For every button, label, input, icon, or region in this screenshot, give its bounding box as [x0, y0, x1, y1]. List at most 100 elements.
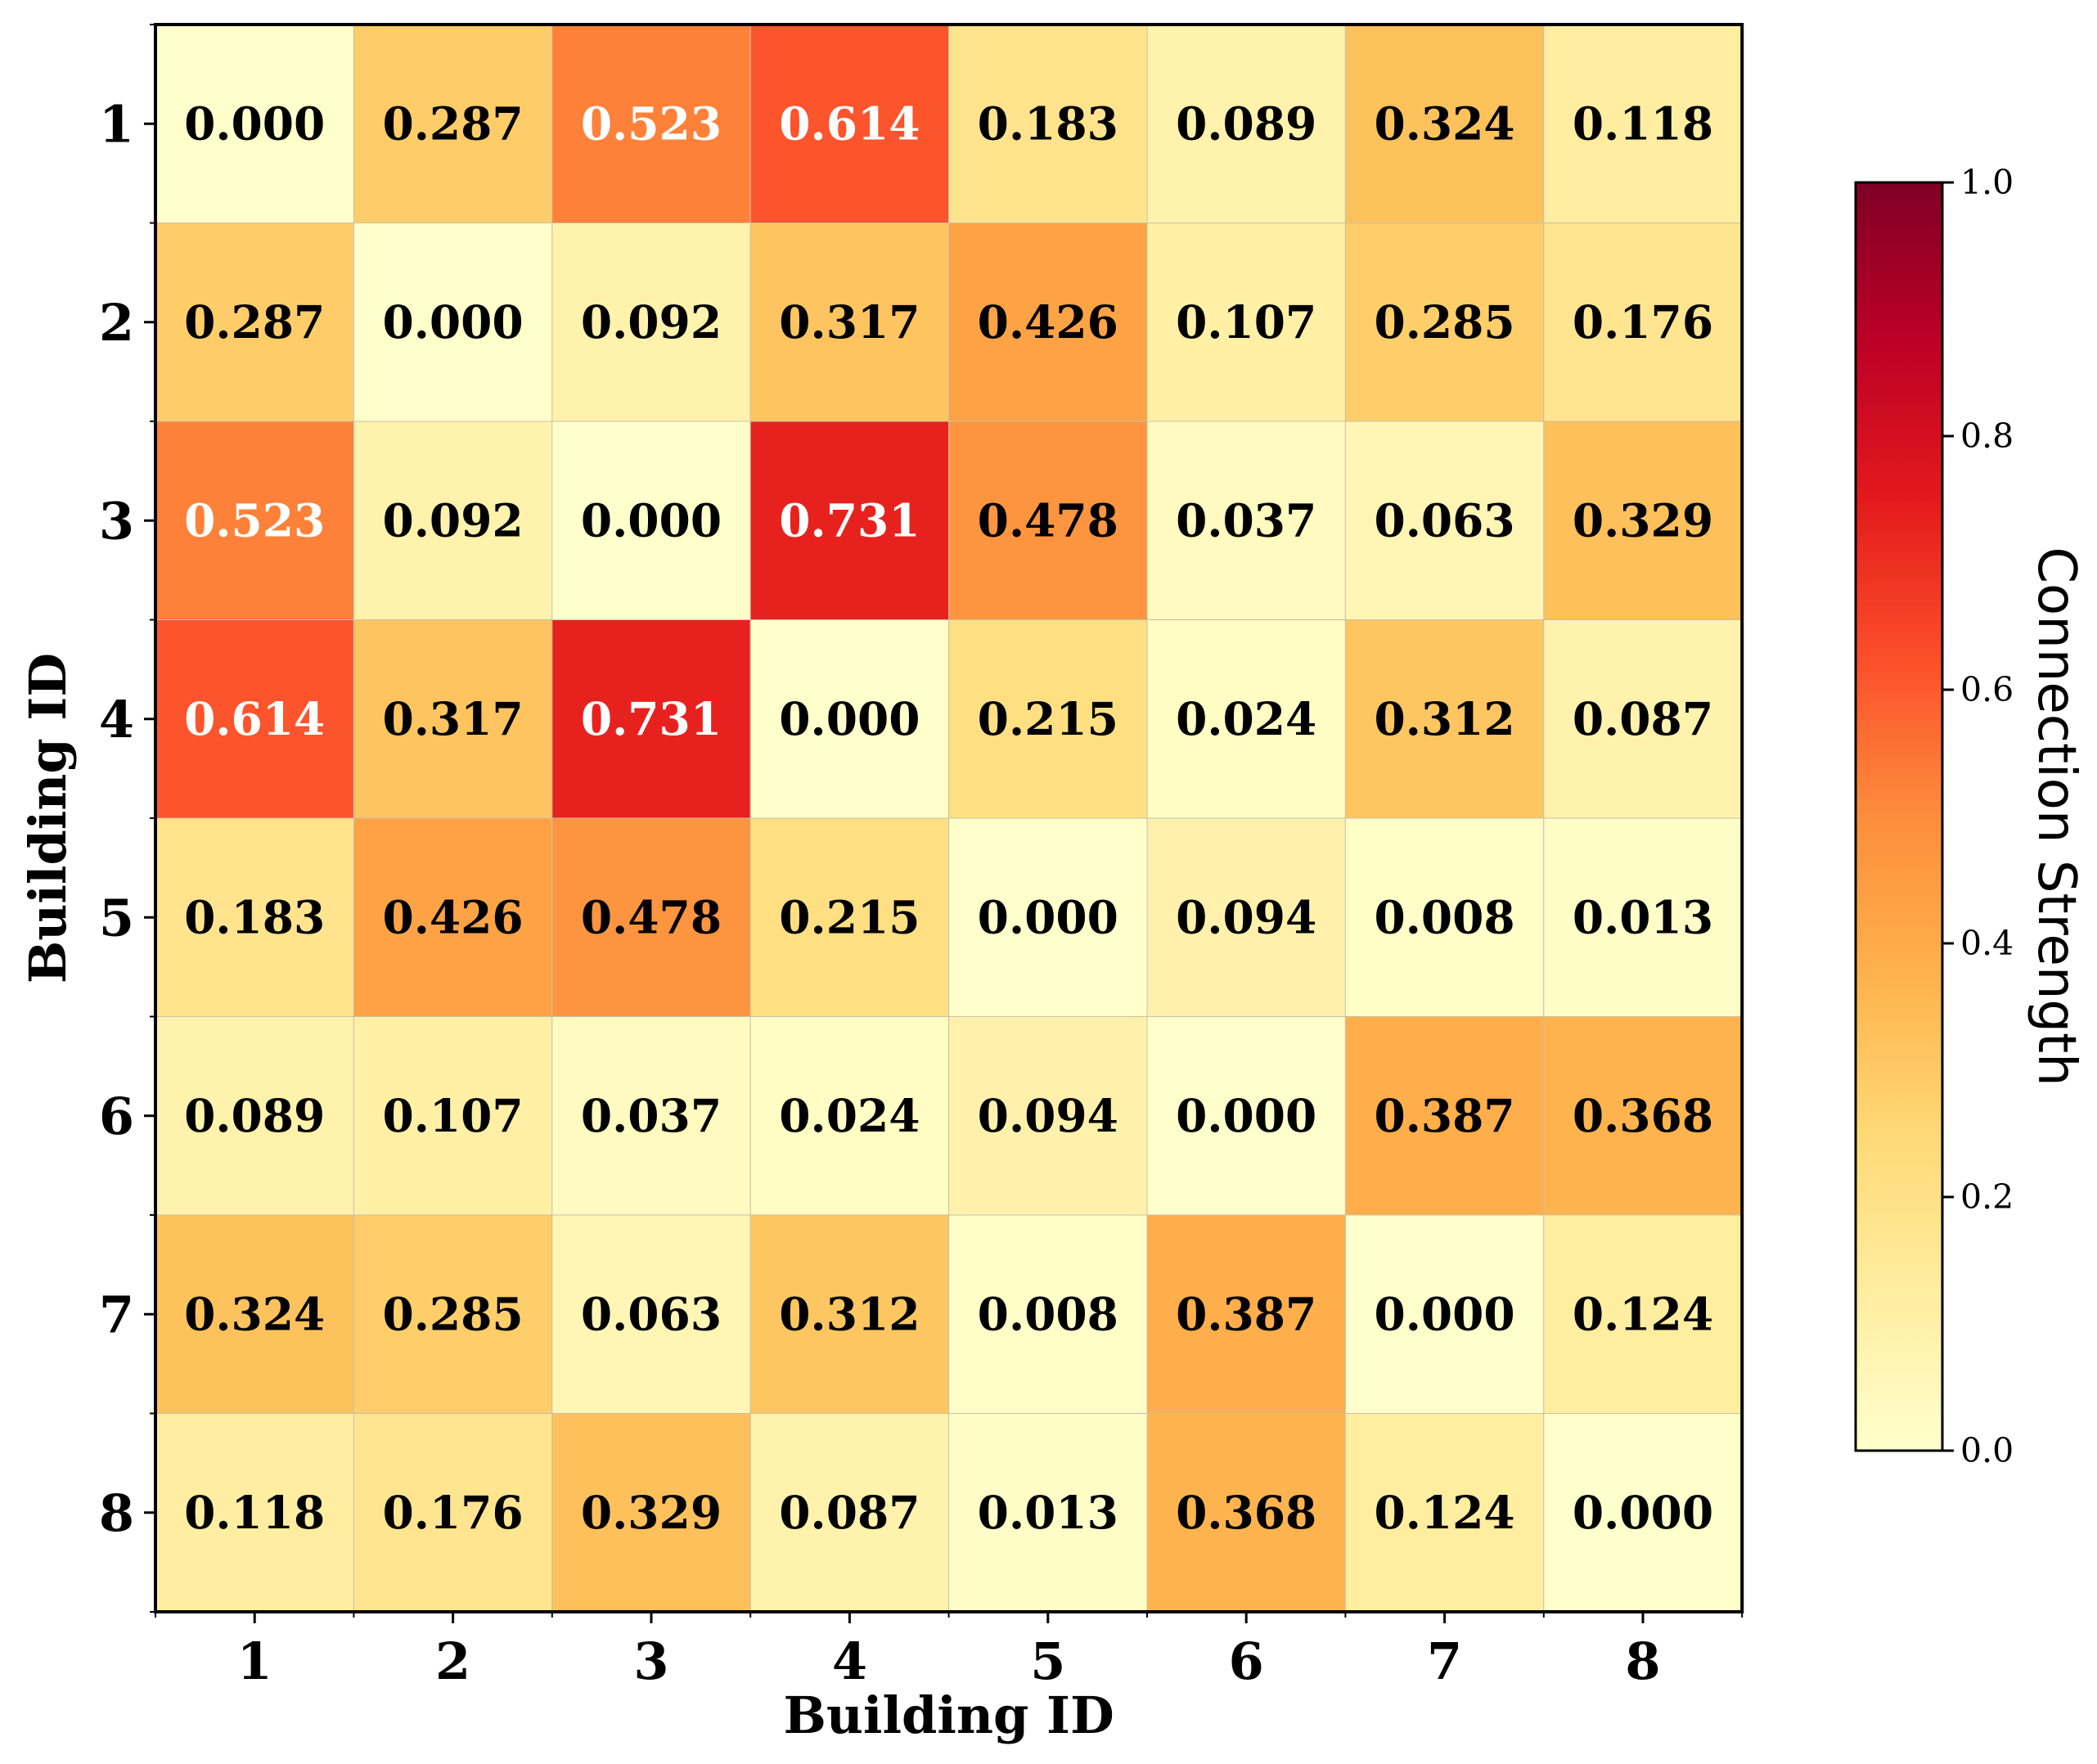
cell-value-label: 0.092 [382, 493, 523, 547]
cell-value-label: 0.387 [1176, 1287, 1316, 1340]
heatmap-cell [1146, 1214, 1346, 1414]
cell-value-label: 0.176 [382, 1486, 523, 1539]
colorbar-tick-label: 0.0 [1960, 1431, 2014, 1470]
heatmap-cell [1543, 1214, 1743, 1414]
heatmap-cell [1146, 1016, 1346, 1216]
heatmap-cell [155, 1214, 354, 1414]
cell-value-label: 0.215 [978, 692, 1118, 745]
x-axis-ticks: 1 2 3 4 5 6 7 8 [155, 1612, 1744, 1691]
cell-value-label: 0.368 [1573, 1089, 1713, 1142]
cell-value-label: 0.000 [184, 97, 325, 150]
heatmap-cell [749, 619, 950, 819]
cell-value-label: 0.287 [382, 97, 523, 150]
heatmap-cell [948, 1413, 1148, 1613]
cell-value-label: 0.094 [978, 1089, 1118, 1142]
colorbar-tick-label: 0.2 [1960, 1177, 2014, 1217]
cell-value-label: 0.317 [779, 295, 920, 349]
cell-value-label: 0.063 [1374, 493, 1514, 547]
cell-value-label: 0.107 [1176, 295, 1316, 349]
cell-value-label: 0.124 [1374, 1486, 1514, 1539]
colorbar-ticks: 0.0 0.2 0.4 0.6 0.8 1.0 [1942, 163, 2014, 1470]
cell-value-label: 0.176 [1573, 295, 1713, 349]
cell-value-label: 0.013 [978, 1486, 1118, 1539]
cell-value-label: 0.287 [184, 295, 325, 349]
heatmap-cell [948, 1214, 1148, 1414]
cell-value-label: 0.426 [978, 295, 1118, 349]
colorbar-gradient [1854, 181, 1944, 1452]
heatmap-cell [948, 817, 1148, 1017]
cell-value-label: 0.426 [382, 890, 523, 943]
cell-value-label: 0.000 [581, 493, 722, 547]
colorbar-tick-label: 0.4 [1960, 924, 2014, 963]
heatmap-cell [353, 223, 553, 422]
cell-value-label: 0.329 [581, 1486, 722, 1539]
x-tick-label: 7 [1427, 1631, 1462, 1691]
heatmap-cell [948, 1016, 1148, 1216]
heatmap-cell [155, 24, 354, 223]
cell-value-label: 0.000 [382, 295, 523, 349]
heatmap-cell [948, 24, 1148, 223]
y-axis-ticks: 1 2 3 4 5 6 7 8 [99, 24, 155, 1613]
cell-value-label: 0.478 [581, 890, 722, 943]
cell-value-label: 0.317 [382, 692, 523, 745]
cell-value-label: 0.285 [382, 1287, 523, 1340]
heatmap-cell [1146, 421, 1346, 620]
y-tick-label: 2 [99, 293, 134, 353]
cell-value-label: 0.118 [184, 1486, 325, 1539]
cell-value-label: 0.089 [1176, 97, 1316, 150]
heatmap-cell [551, 1214, 751, 1414]
cell-value-label: 0.614 [184, 692, 325, 745]
y-tick-label: 4 [99, 690, 134, 749]
cell-value-label: 0.329 [1573, 493, 1713, 547]
cell-value-label: 0.063 [581, 1287, 722, 1340]
cell-value-label: 0.312 [1374, 692, 1514, 745]
heatmap-cell [749, 421, 950, 620]
heatmap-cell [551, 421, 751, 620]
cell-value-label: 0.000 [1374, 1287, 1514, 1340]
heatmap-cell [948, 619, 1148, 819]
cell-value-label: 0.731 [779, 493, 920, 547]
cell-value-label: 0.000 [978, 890, 1118, 943]
cell-value-label: 0.215 [779, 890, 920, 943]
cell-value-label: 0.008 [978, 1287, 1118, 1340]
cell-value-label: 0.285 [1374, 295, 1514, 349]
heatmap-cell [1146, 1413, 1346, 1613]
heatmap-value-labels: 0.000 0.287 0.523 0.614 0.183 0.089 0.324 0.118… [184, 97, 1713, 1539]
cell-value-label: 0.183 [978, 97, 1118, 150]
x-tick-label: 4 [832, 1631, 867, 1691]
cell-value-label: 0.037 [1176, 493, 1316, 547]
heatmap-cells [155, 24, 1743, 1613]
x-axis-label: Building ID [783, 1685, 1114, 1745]
heatmap-cell [1344, 1016, 1545, 1216]
heatmap-cell [1146, 24, 1346, 223]
heatmap-cell [551, 619, 751, 819]
heatmap-cell [1344, 619, 1545, 819]
cell-value-label: 0.024 [779, 1089, 920, 1142]
cell-value-label: 0.094 [1176, 890, 1316, 943]
y-tick-label: 1 [99, 94, 134, 154]
colorbar-tick-label: 0.6 [1960, 670, 2014, 709]
cell-value-label: 0.087 [1573, 692, 1713, 745]
heatmap-cell [1543, 223, 1743, 422]
cell-value-label: 0.037 [581, 1089, 722, 1142]
heatmap-cell [948, 223, 1148, 422]
cell-value-label: 0.523 [581, 97, 722, 150]
heatmap-cell [353, 1016, 553, 1216]
cell-value-label: 0.089 [184, 1089, 325, 1142]
cell-value-label: 0.478 [978, 493, 1118, 547]
cell-value-label: 0.000 [1573, 1486, 1713, 1539]
cell-value-label: 0.523 [184, 493, 325, 547]
heatmap-cell [948, 421, 1148, 620]
cell-value-label: 0.087 [779, 1486, 920, 1539]
heatmap-cell [749, 817, 950, 1017]
heatmap-cell [155, 619, 354, 819]
heatmap-cell [1146, 223, 1346, 422]
y-tick-label: 5 [99, 888, 134, 947]
heatmap-cell [1146, 817, 1346, 1017]
colorbar-tick-label: 0.8 [1960, 416, 2014, 456]
cell-value-label: 0.000 [1176, 1089, 1316, 1142]
heatmap-cell [1543, 24, 1743, 223]
heatmap-cell [1344, 421, 1545, 620]
y-tick-label: 8 [99, 1483, 134, 1543]
